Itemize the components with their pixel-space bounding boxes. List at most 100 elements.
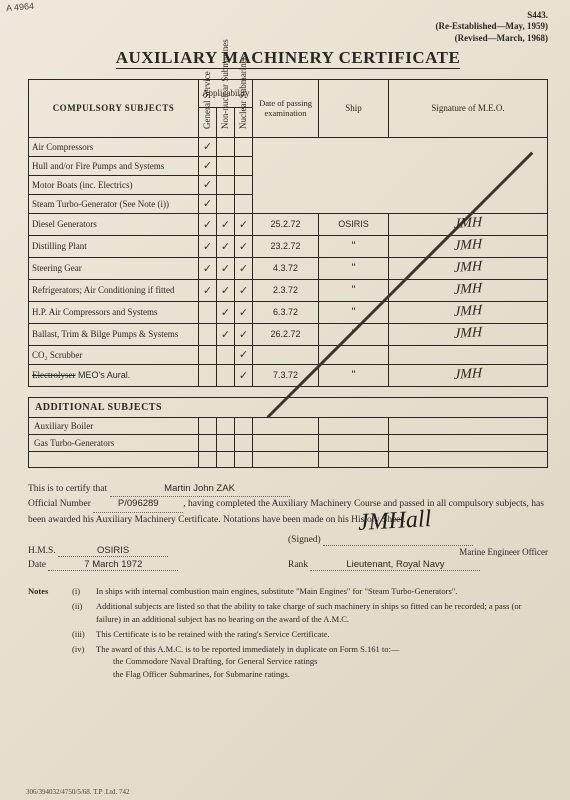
signature-mark: JMH (454, 325, 482, 343)
signature-mark: JMH (454, 366, 482, 384)
subject-cell: Air Compressors (29, 137, 199, 156)
applicability-cell (199, 175, 217, 194)
applicability-cell (235, 417, 253, 434)
applicability-cell (217, 323, 235, 345)
checkmark-icon (203, 219, 212, 231)
applicability-cell (217, 194, 235, 213)
applicability-cell (199, 434, 217, 451)
checkmark-icon (239, 263, 248, 275)
note-text: Additional subjects are listed so that t… (96, 600, 548, 625)
checkmark-icon (203, 241, 212, 253)
note-item: (iv)The award of this A.M.C. is to be re… (28, 643, 548, 680)
note-item: (iii)This Certificate is to be retained … (28, 628, 548, 640)
applicability-cell (235, 257, 253, 279)
certify-intro: This is to certify that (28, 484, 107, 494)
rank-value: Lieutenant, Royal Navy (310, 559, 480, 571)
checkmark-icon (221, 285, 230, 297)
applicability-cell (235, 364, 253, 386)
applicability-cell (235, 451, 253, 467)
applicability-cell (235, 156, 253, 175)
col-nonnuclear-subs: Non-nuclear Submarines (217, 107, 235, 137)
applicability-cell (217, 213, 235, 235)
note-text: This Certificate is to be retained with … (96, 628, 548, 640)
signature-mark: JMH (454, 281, 482, 299)
subject-cell: Gas Turbo-Generators (29, 434, 199, 451)
form-header: S443. (Re-Established—May, 1959) (Revise… (28, 10, 548, 44)
table-row: Air Compressors (29, 137, 548, 156)
applicability-cell (199, 279, 217, 301)
certification-text: This is to certify that Martin John ZAK … (28, 482, 548, 528)
page-title: AUXILIARY MACHINERY CERTIFICATE (116, 48, 461, 69)
subject-cell: Steam Turbo-Generator (See Note (i)) (29, 194, 199, 213)
signature-mark: JMH (454, 215, 482, 233)
checkmark-icon (203, 141, 212, 153)
subject-cell: Electrolyser MEO's Aural. (29, 364, 199, 386)
subject-cell: Auxiliary Boiler (29, 417, 199, 434)
applicability-cell (199, 364, 217, 386)
signature-row-2: Date 7 March 1972 Rank Lieutenant, Royal… (28, 559, 548, 571)
applicability-cell (199, 451, 217, 467)
hms-value: OSIRIS (58, 545, 168, 557)
applicability-cell (235, 323, 253, 345)
applicability-cell (235, 213, 253, 235)
reestablished-line: (Re-Established—May, 1959) (28, 21, 548, 32)
checkmark-icon (239, 370, 248, 382)
applicability-cell (217, 175, 235, 194)
checkmark-icon (203, 285, 212, 297)
applicability-cell (235, 345, 253, 364)
applicability-cell (199, 417, 217, 434)
applicability-cell (235, 175, 253, 194)
checkmark-icon (239, 329, 248, 341)
footer-print-code: 306/394032/4750/5/68. T.P .Ltd. 742 (26, 788, 130, 796)
applicability-cell (199, 213, 217, 235)
subject-cell (29, 451, 199, 467)
ship-cell (319, 451, 389, 467)
signed-label: (Signed) (288, 535, 321, 545)
checkmark-icon (221, 263, 230, 275)
applicability-cell (217, 257, 235, 279)
subject-cell: Refrigerators; Air Conditioning if fitte… (29, 279, 199, 301)
rank-label: Rank (288, 560, 308, 570)
form-number: S443. (28, 10, 548, 21)
checkmark-icon (203, 179, 212, 191)
applicability-cell (199, 301, 217, 323)
applicability-cell (235, 137, 253, 156)
checkmark-icon (221, 219, 230, 231)
note-item: Notes(i)In ships with internal combustio… (28, 585, 548, 597)
note-number: (i) (72, 585, 96, 597)
table-row: Gas Turbo-Generators (29, 434, 548, 451)
offnum-label: Official Number (28, 499, 91, 509)
col-nuclear-subs: Nuclear Submarines (235, 107, 253, 137)
subject-cell: Motor Boats (inc. Electrics) (29, 175, 199, 194)
ship-cell (319, 434, 389, 451)
offnum-value: P/096289 (93, 497, 183, 513)
checkmark-icon (239, 307, 248, 319)
col-subjects: COMPULSORY SUBJECTS (29, 79, 199, 137)
col-general-service: General Service (199, 107, 217, 137)
checkmark-icon (239, 285, 248, 297)
notes-section: Notes(i)In ships with internal combustio… (28, 585, 548, 680)
checkmark-icon (221, 241, 230, 253)
checkmark-icon (239, 349, 248, 361)
signature-mark: JMH (454, 259, 482, 277)
date-value: 7 March 1972 (48, 559, 178, 571)
date-cell (253, 451, 319, 467)
note-text: In ships with internal combustion main e… (96, 585, 548, 597)
meo-signature: JMHall (357, 506, 432, 537)
col-signature: Signature of M.E.O. (389, 79, 548, 137)
checkmark-icon (239, 241, 248, 253)
applicability-cell (217, 235, 235, 257)
note-number: (ii) (72, 600, 96, 625)
applicability-cell (199, 345, 217, 364)
col-date: Date of passing examination (253, 79, 319, 137)
note-number: (iv) (72, 643, 96, 680)
applicability-cell (199, 156, 217, 175)
checkmark-icon (221, 329, 230, 341)
applicability-cell (217, 417, 235, 434)
checkmark-icon (239, 219, 248, 231)
sig-cell (389, 434, 548, 451)
notes-label (28, 628, 72, 640)
applicability-cell (199, 257, 217, 279)
subject-cell: Ballast, Trim & Bilge Pumps & Systems (29, 323, 199, 345)
signature-mark: JMH (454, 303, 482, 321)
